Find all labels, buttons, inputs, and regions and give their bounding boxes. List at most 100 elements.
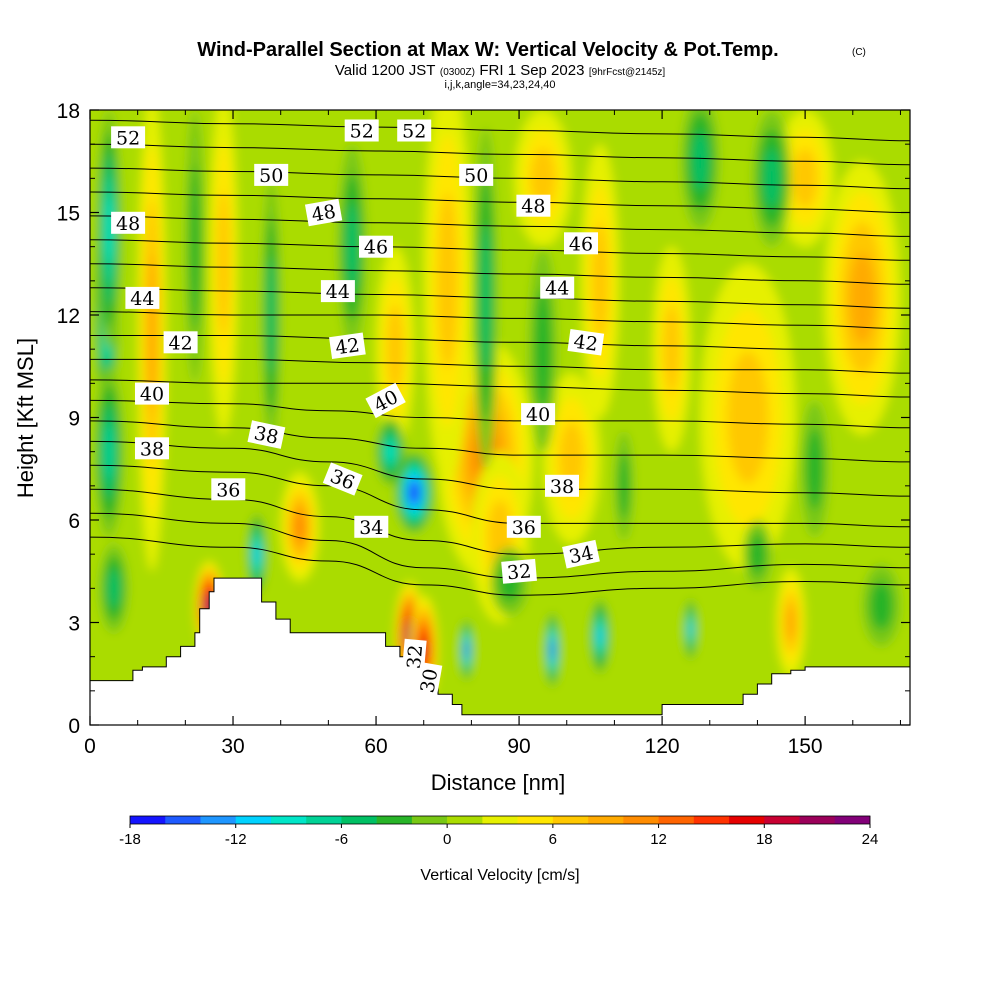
isentrope-label-bg	[111, 211, 146, 234]
colorbar-swatch	[764, 816, 800, 824]
updraft-cell	[217, 190, 230, 337]
isentrope-35	[90, 512, 910, 579]
colorbar-swatch	[130, 816, 166, 824]
downdraft-cell	[869, 580, 893, 631]
updraft-cell	[786, 604, 796, 641]
colorbar-swatch	[306, 816, 342, 824]
isentrope-label-bg	[322, 462, 363, 496]
terrain	[90, 577, 910, 725]
isentrope-label-text: 50	[259, 165, 283, 187]
subtitle-fcst: [9hrFcst@2145z]	[589, 67, 666, 78]
isentrope-44	[90, 311, 910, 330]
isentrope-label: 42	[163, 331, 198, 354]
isentrope-label: 48	[516, 194, 551, 218]
y-tick-label: 3	[68, 613, 80, 636]
colorbar-tick-label: 6	[549, 831, 557, 848]
y-tick-label: 6	[68, 510, 80, 533]
isentrope-label-text: 38	[140, 438, 164, 460]
isentrope-label-text: 42	[334, 334, 361, 359]
isentrope-label: 42	[329, 332, 366, 360]
isentrope-label-text: 52	[116, 127, 140, 149]
updraft-cell	[386, 305, 404, 394]
isentrope-label-text: 34	[567, 542, 595, 569]
isentrope-label-bg	[211, 478, 246, 501]
colorbar-swatch	[623, 816, 659, 824]
downdraft-cell	[689, 622, 693, 637]
isentrope-label-text: 48	[116, 213, 140, 235]
colorbar-swatch	[552, 816, 589, 824]
x-tick-label: 150	[788, 735, 823, 758]
isentrope-label-text: 42	[572, 331, 599, 356]
x-axis-label: Distance [nm]	[431, 770, 566, 795]
isentrope-label-bg	[365, 382, 406, 419]
colorbar-swatch	[729, 816, 765, 824]
updraft-cell	[792, 149, 818, 208]
subtitle-z: (0300Z)	[440, 67, 475, 78]
colorbar-swatch	[447, 816, 483, 824]
isentrope-label-bg	[562, 539, 600, 569]
isentrope-label: 48	[304, 198, 343, 227]
isentrope-label-bg	[135, 437, 169, 460]
colorbar-frame	[129, 815, 871, 825]
isentrope-label: 36	[506, 515, 541, 539]
downdraft-cell	[763, 149, 780, 208]
isentrope-label-text: 50	[464, 165, 488, 187]
y-tick-label: 9	[68, 408, 80, 431]
isentrope-label: 38	[135, 437, 169, 460]
isentrope-label-bg	[354, 515, 389, 538]
subtitle-valid: Valid 1200 JST	[335, 62, 436, 79]
isentrope-51	[90, 143, 910, 166]
colorbar-label: Vertical Velocity [cm/s]	[420, 867, 579, 884]
colorbar-swatch	[165, 816, 201, 824]
isentrope-label-text: 48	[521, 196, 545, 218]
colorbar-tick-label: -12	[225, 831, 247, 848]
isentrope-label-bg	[304, 198, 343, 227]
isentrope-41	[90, 379, 910, 398]
colorbar-tick-label: -18	[119, 831, 141, 848]
isentrope-label-bg	[564, 232, 598, 255]
isentrope-34	[90, 536, 910, 596]
updraft-cell	[294, 511, 305, 542]
colorbar-swatch	[799, 816, 836, 824]
isentrope-label: 52	[111, 126, 146, 149]
isentrope-label-text: 52	[350, 121, 374, 143]
chart-subtitle: Valid 1200 JST (0300Z) FRI 1 Sep 2023 [9…	[335, 62, 666, 79]
colorbar-swatch	[834, 816, 871, 824]
isentrope-label-text: 38	[252, 422, 280, 449]
y-axis-label: Height [Kft MSL]	[13, 338, 38, 498]
subtitle-date: FRI 1 Sep 2023	[479, 62, 584, 79]
downdraft-cell	[692, 131, 709, 191]
downdraft-cell	[806, 427, 824, 510]
isentrope-label-bg	[397, 119, 432, 142]
isentrope-label: 46	[359, 235, 393, 259]
downdraft-cell	[107, 569, 120, 608]
isentrope-label-bg	[135, 382, 169, 405]
isentrope-label-bg	[329, 332, 366, 360]
isentrope-label: 48	[111, 211, 146, 235]
isentrope-label: 38	[545, 474, 579, 498]
downdraft-cell	[254, 544, 260, 564]
isentrope-label-bg	[163, 331, 198, 354]
x-tick-label: 90	[507, 735, 530, 758]
y-tick-label: 15	[57, 203, 80, 226]
isentrope-label: 44	[540, 276, 575, 300]
isentrope-label-bg	[320, 280, 355, 303]
isentrope-label: 50	[459, 163, 494, 187]
downdraft-cell	[189, 164, 201, 329]
downdraft-cell	[104, 423, 114, 481]
isentrope-label-bg	[359, 235, 393, 258]
x-tick-label: 60	[364, 735, 387, 758]
isentrope-label-text: 40	[526, 404, 550, 426]
colorbar-swatch	[270, 816, 307, 824]
isentrope-label-bg	[506, 515, 541, 538]
subtitle-ijk: i,j,k,angle=34,23,24,40	[444, 79, 555, 91]
isentrope-label-text: 32	[506, 560, 532, 584]
isentrope-label-bg	[521, 403, 556, 426]
y-tick-label: 18	[57, 100, 80, 123]
colorbar-tick-label: 18	[756, 831, 773, 848]
isentrope-label: 50	[254, 163, 289, 187]
colorbar-tick-label: 12	[650, 831, 667, 848]
isentrope-label-bg	[247, 420, 286, 449]
